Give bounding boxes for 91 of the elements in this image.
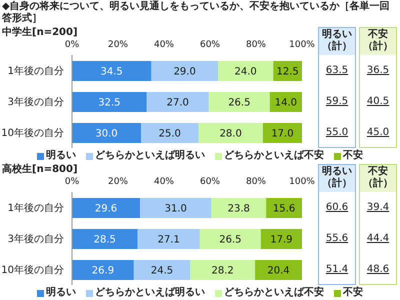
bar: [72, 123, 141, 143]
data-label: 29.6: [94, 204, 118, 214]
x-tick-label: 20%: [108, 40, 128, 50]
bar: [262, 123, 302, 143]
text: 不安（計）: [360, 28, 396, 55]
text: 51.4: [324, 263, 350, 277]
y-tick-label: 1年後の自分: [8, 65, 64, 78]
bar: [211, 198, 266, 218]
bar: [72, 198, 140, 218]
legend-label: 不安: [342, 149, 363, 163]
text: 59.5: [324, 95, 350, 109]
text: 明るい（計）: [319, 165, 355, 192]
text: 44.4: [366, 232, 390, 246]
data-label: 31.0: [164, 204, 187, 214]
text: 60.6: [324, 201, 350, 215]
x-tick-label: 100%: [289, 177, 316, 187]
data-label: 24.0: [234, 66, 257, 78]
data-label: 26.5: [228, 98, 250, 108]
data-label: 17.9: [270, 234, 293, 246]
data-label: 14.0: [274, 98, 298, 108]
data-label: 26.9: [92, 266, 114, 276]
legend-label: 不安: [342, 286, 363, 300]
y-tick-label: 3年後の自分: [8, 96, 64, 108]
chart-title: ◆自身の将来について、明るい見通しをもっているか、不安を抱いているか［各単一回答形式］: [1, 0, 391, 26]
y-tick-label: 3年後の自分: [8, 233, 64, 246]
text: 45.0: [366, 126, 390, 140]
data-label: 25.0: [158, 128, 181, 140]
x-tick-label: 60%: [200, 40, 220, 50]
bar: [141, 123, 198, 143]
text: 48.6: [366, 263, 390, 277]
x-tick-label: 40%: [154, 40, 174, 50]
data-label: 20.4: [267, 266, 290, 276]
bar: [72, 229, 138, 249]
text: 55.6: [324, 232, 350, 246]
text: 36.5: [366, 64, 390, 78]
bar: [266, 198, 302, 218]
x-tick-label: 20%: [108, 177, 128, 187]
x-tick-label: 40%: [154, 177, 174, 187]
x-tick-label: 60%: [200, 177, 220, 187]
data-label: 28.5: [94, 234, 116, 246]
y-tick-label: 10年後の自分: [1, 264, 64, 276]
bar: [146, 92, 209, 112]
x-tick-label: 100%: [289, 40, 316, 50]
bar: [260, 229, 302, 249]
data-label: 17.0: [271, 128, 294, 140]
legend-label: どちらかといえば不安: [223, 149, 324, 163]
x-tick-label: 80%: [246, 40, 266, 50]
y-tick-label: 1年後の自分: [8, 202, 64, 214]
bar: [208, 92, 270, 112]
bar: [255, 260, 302, 280]
text: 明るい（計）: [319, 28, 355, 55]
x-tick-label: 0%: [64, 177, 80, 187]
data-label: 27.1: [158, 234, 180, 246]
bar: [138, 229, 200, 249]
data-label: 27.0: [166, 98, 189, 108]
text: 39.4: [366, 201, 390, 215]
bar: [200, 229, 261, 249]
data-label: 28.2: [212, 266, 234, 276]
legend-label: 明るい: [45, 149, 76, 163]
bar: [134, 260, 190, 280]
data-label: 28.0: [220, 128, 242, 140]
data-label: 23.8: [228, 204, 250, 214]
legend-label: どちらかといえば明るい: [94, 149, 205, 163]
text: 63.5: [324, 64, 350, 78]
chart-subtitle: 高校生[n=800]: [2, 164, 78, 176]
data-label: 34.5: [100, 66, 123, 78]
data-label: 32.5: [98, 98, 121, 108]
chart-subtitle: 中学生[n=200]: [2, 27, 78, 39]
legend-label: 明るい: [45, 286, 76, 300]
bar: [72, 260, 134, 280]
text: 55.0: [324, 126, 350, 140]
data-label: 29.0: [174, 66, 196, 78]
legend-label: どちらかといえば明るい: [94, 286, 205, 300]
bar: [72, 92, 147, 112]
text: 不安（計）: [360, 165, 396, 192]
data-label: 15.6: [272, 204, 296, 214]
x-tick-label: 0%: [64, 40, 80, 50]
text: 40.5: [366, 95, 390, 109]
data-label: 30.0: [95, 128, 118, 140]
x-tick-label: 80%: [246, 177, 266, 187]
data-label: 26.5: [219, 234, 242, 246]
bar: [190, 260, 256, 280]
bar: [72, 61, 152, 81]
bar: [140, 198, 212, 218]
data-label: 24.5: [150, 266, 174, 276]
bar: [151, 61, 218, 81]
data-label: 12.5: [276, 66, 299, 78]
bar: [218, 61, 274, 81]
y-tick-label: 10年後の自分: [1, 127, 64, 140]
bar: [198, 123, 263, 143]
legend-label: どちらかといえば不安: [223, 286, 324, 300]
